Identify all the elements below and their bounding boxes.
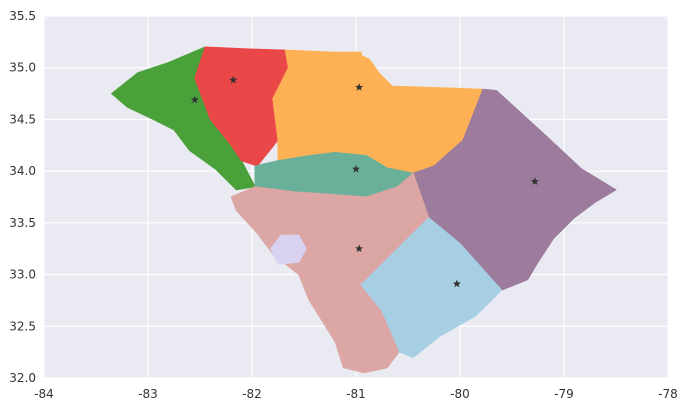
x-tick-label: -79 [554, 387, 574, 401]
centroid-star-marker [452, 279, 461, 288]
y-tick-labels: 32.0 32.5 33.0 33.5 34.0 34.5 35.0 35.5 [9, 9, 36, 385]
centroid-star-marker [355, 83, 364, 91]
centroid-star-marker [355, 244, 364, 253]
region-shape [412, 88, 617, 291]
region-shape [111, 46, 256, 191]
y-tick-label: 35.0 [9, 61, 36, 75]
x-tick-label: -82 [242, 387, 262, 401]
y-tick-label: 32.0 [9, 371, 36, 385]
y-tick-label: 32.5 [9, 319, 36, 333]
centroid-markers [190, 75, 539, 288]
y-tick-label: 33.0 [9, 268, 36, 282]
x-tick-labels: -84 -83 -82 -81 -80 -79 -78 [34, 387, 678, 401]
x-tick-label: -80 [450, 387, 470, 401]
centroid-star-marker [352, 164, 360, 173]
x-tick-label: -81 [346, 387, 366, 401]
y-tick-label: 34.5 [9, 112, 36, 126]
centroid-star-marker [190, 95, 199, 104]
x-tick-label: -78 [658, 387, 678, 401]
region-shape [194, 46, 289, 167]
centroid-star-marker [229, 75, 238, 84]
x-tick-label: -84 [34, 387, 54, 401]
region-shape [230, 172, 430, 374]
x-tick-label: -83 [138, 387, 158, 401]
y-tick-label: 34.0 [9, 164, 36, 178]
y-tick-label: 33.5 [9, 216, 36, 230]
region-shape [360, 217, 503, 358]
y-tick-label: 35.5 [9, 9, 36, 23]
centroid-star-marker [530, 177, 539, 185]
region-shapes [111, 46, 617, 374]
region-shape [270, 234, 307, 265]
